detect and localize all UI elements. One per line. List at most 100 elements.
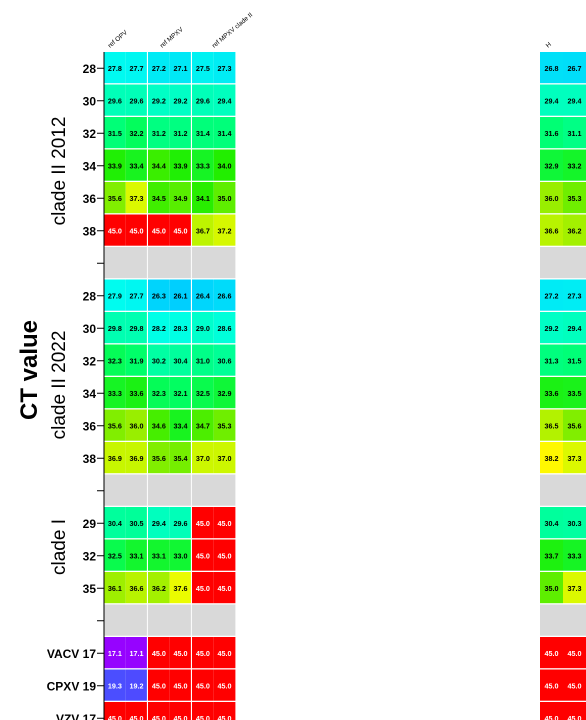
heatmap-cell [125,117,148,149]
cell-value: 30.4 [108,519,122,528]
row-label-30: 30 [83,94,97,108]
heatmap-cell-right [540,409,563,441]
cell-value: 19.3 [108,682,122,691]
cell-value: 33.4 [174,422,188,431]
heatmap-cell [104,312,126,344]
heatmap-cell [169,52,192,84]
cell-value: 45.0 [218,649,232,658]
cell-value-right: 33.2 [568,162,582,171]
cell-value-right: 45.0 [545,682,559,691]
cell-value-right: 37.3 [568,584,582,593]
heatmap-cell [104,507,126,539]
cell-value-right: 36.6 [545,227,559,236]
cell-value: 37.3 [130,194,144,203]
cell-value: 28.3 [174,324,188,333]
heatmap-cell [125,702,148,720]
cell-value: 33.4 [130,162,144,171]
row-label-34: 34 [83,387,97,401]
heatmap-cell [148,214,170,246]
column-header-ref-opv: ref OPV [107,29,130,50]
cell-value: 27.9 [108,292,122,301]
cell-value: 45.0 [152,682,166,691]
cell-value: 33.6 [130,389,144,398]
heatmap-cell [213,117,236,149]
cell-value: 45.0 [174,682,188,691]
cell-value: 45.0 [218,714,232,720]
cell-value: 29.6 [130,97,144,106]
cell-value-right: 29.2 [545,324,559,333]
heatmap-cell-right [540,214,563,246]
heatmap-cell-right [563,279,586,311]
cell-value: 29.6 [108,97,122,106]
heatmap-cell [148,312,170,344]
cell-value-right: 45.0 [545,714,559,720]
cell-value: 45.0 [108,714,122,720]
column-header-ref-mpxv-clade-ii: ref MPXV clade II [211,12,254,50]
cell-value: 34.1 [196,194,210,203]
heatmap-cell [192,539,214,571]
heatmap-cell [125,344,148,376]
heatmap-cell [148,539,170,571]
cell-value: 27.7 [130,292,144,301]
heatmap-cell [192,377,214,409]
cell-value: 34.4 [152,162,166,171]
cell-value: 45.0 [196,584,210,593]
heatmap-cell [104,279,126,311]
row-label-30: 30 [83,322,97,336]
heatmap-cell [169,637,192,669]
cell-value: 35.6 [108,194,122,203]
cell-value: 29.6 [196,97,210,106]
heatmap-cell-right [563,409,586,441]
row-label-34: 34 [83,159,97,173]
cell-value: 31.4 [218,129,232,138]
heatmap-cell [148,637,170,669]
heatmap-cell [213,377,236,409]
heatmap-cell [148,279,170,311]
cell-value: 28.2 [152,324,166,333]
heatmap-cell [148,117,170,149]
cell-value-right: 31.6 [545,129,559,138]
cell-value: 33.1 [152,552,166,561]
heatmap-cell [104,214,126,246]
cell-value: 31.0 [196,357,210,366]
heatmap-cell-right [563,637,586,669]
heatmap-cell [104,539,126,571]
row-label-36: 36 [83,419,97,433]
cell-value: 33.9 [108,162,122,171]
heatmap-cell-right [563,149,586,181]
heatmap-cell [125,507,148,539]
heatmap-cell [104,117,126,149]
heatmap-cell [104,572,126,604]
heatmap-cell [125,312,148,344]
heatmap-cell [169,539,192,571]
cell-value-right: 35.6 [568,422,582,431]
heatmap-cell [213,279,236,311]
heatmap-cell [125,149,148,181]
cell-value: 36.9 [130,454,144,463]
group-separator-right [540,474,586,506]
row-label-vzv-17: VZV 17 [56,712,96,720]
heatmap-cell [192,442,214,474]
row-label-36: 36 [83,192,97,206]
heatmap-cell-right [563,507,586,539]
heatmap-cell [125,52,148,84]
heatmap-cell [125,637,148,669]
cell-value-right: 33.5 [568,389,582,398]
cell-value-right: 35.0 [545,584,559,593]
cell-value: 36.7 [196,227,210,236]
cell-value: 33.3 [108,389,122,398]
cell-value-right: 27.2 [545,292,559,301]
cell-value: 19.2 [130,682,144,691]
heatmap-cell [104,669,126,701]
heatmap-cell [104,637,126,669]
heatmap-cell [104,182,126,214]
cell-value-right: 31.3 [545,357,559,366]
cell-value: 29.4 [152,519,166,528]
row-label-35: 35 [83,582,97,596]
cell-value-right: 30.4 [545,519,559,528]
cell-value: 36.6 [130,584,144,593]
cell-value: 45.0 [196,714,210,720]
cell-value: 45.0 [218,682,232,691]
cell-value: 45.0 [152,714,166,720]
